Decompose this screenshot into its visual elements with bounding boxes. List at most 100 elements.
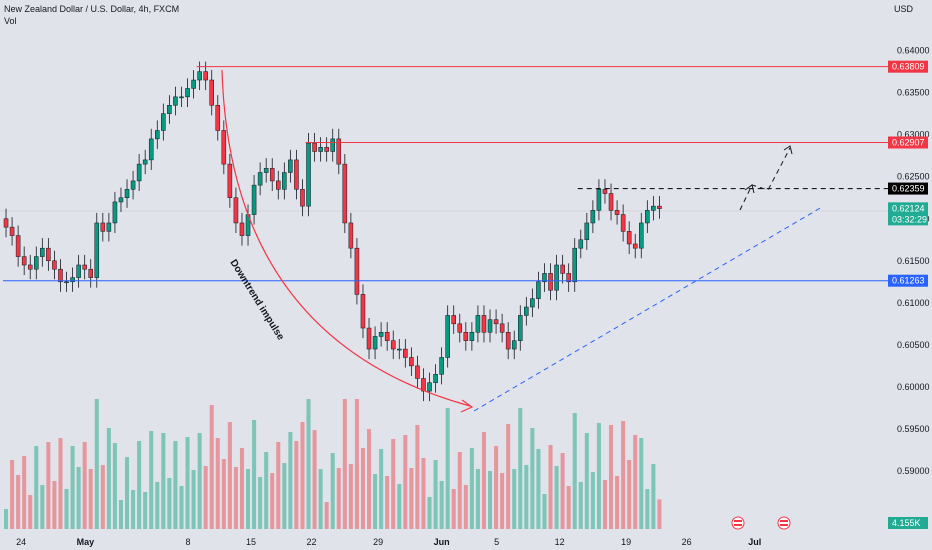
volume-bar — [481, 432, 486, 529]
candle-body — [390, 340, 396, 350]
volume-bar — [106, 428, 111, 529]
volume-bar — [22, 456, 27, 529]
volume-bar — [306, 399, 311, 529]
candle-body — [70, 277, 75, 283]
volume-bar — [651, 464, 656, 529]
volume-bar — [4, 509, 9, 529]
candle-body — [463, 331, 469, 341]
volume-bar — [233, 467, 238, 529]
volume-bar — [506, 424, 511, 529]
volume-bar — [149, 431, 154, 529]
candle-body — [596, 189, 602, 211]
price-axis[interactable]: 0.640000.635000.630000.625000.620000.615… — [888, 46, 930, 529]
volume-bar — [500, 473, 505, 529]
level-tag-target-dashed — [888, 182, 928, 195]
volume-bar — [28, 495, 33, 529]
candle-body — [360, 294, 366, 329]
candle-body — [179, 96, 184, 99]
volume-bar — [609, 425, 614, 529]
candle-body — [493, 319, 499, 325]
volume-bar — [530, 428, 535, 529]
price-tick-label: 0.60500 — [897, 340, 930, 350]
candle-body — [21, 256, 27, 266]
candle-body — [239, 222, 245, 236]
candle-body — [94, 222, 100, 278]
projection-arrow-1 — [744, 184, 755, 194]
candle-body — [136, 163, 142, 182]
candle-body — [384, 331, 390, 341]
candle-body — [257, 172, 263, 186]
volume-bar — [209, 405, 214, 529]
candle-body — [312, 142, 317, 152]
level-tag-label: 0.61263 — [892, 276, 925, 286]
volume-bar — [239, 448, 244, 529]
volume-bar — [621, 421, 626, 529]
volume-bar — [615, 476, 620, 529]
candle-body — [469, 331, 475, 341]
candles — [3, 61, 662, 402]
countdown-label: 03:32:29 — [892, 214, 927, 224]
candle-body — [40, 247, 45, 257]
volume-bar — [445, 408, 450, 529]
flag-stripe — [780, 520, 788, 522]
volume-bar — [542, 494, 547, 529]
candle-body — [421, 378, 426, 392]
candle-body — [263, 168, 269, 173]
candle-body — [161, 113, 166, 131]
volume-bar — [518, 408, 523, 529]
volume-bar — [379, 449, 384, 529]
level-tag-resistance-top — [888, 60, 928, 73]
volume-bar — [191, 470, 196, 529]
levels — [3, 66, 888, 282]
candle-body — [433, 374, 438, 383]
candle-body — [52, 260, 57, 270]
us-flag-icon — [731, 516, 745, 530]
time-tick-label: 12 — [555, 537, 565, 547]
candle-body — [294, 159, 299, 190]
volume-bar — [100, 465, 105, 529]
volume-bar — [161, 433, 166, 529]
candle-body — [215, 105, 221, 131]
candle-body — [639, 222, 644, 249]
volume-bar — [125, 457, 130, 529]
candle-body — [324, 147, 329, 152]
candle-body — [46, 247, 51, 262]
flag-stripe — [734, 524, 742, 526]
candle-body — [608, 193, 614, 211]
candle-body — [251, 184, 257, 215]
volume-bar — [276, 442, 281, 529]
candle-body — [282, 172, 287, 190]
candle-body — [15, 235, 21, 257]
candle-body — [288, 159, 293, 173]
volume-bar — [475, 469, 480, 529]
volume-bar — [457, 452, 462, 529]
candle-body — [560, 264, 565, 274]
time-axis[interactable]: 24 May 8 15 22 29 Jun 5 12 19 26 Jul — [16, 516, 791, 547]
price-tick-label: 0.63500 — [897, 88, 930, 98]
volume-bar — [203, 466, 208, 529]
candle-body — [427, 382, 432, 392]
price-tick-label: 0.59500 — [897, 424, 930, 434]
volume-bar — [10, 460, 15, 529]
volume-bar — [403, 435, 408, 529]
candle-body — [451, 315, 457, 325]
candle-body — [167, 105, 172, 114]
candle-body — [397, 348, 402, 351]
volume-bar — [367, 429, 372, 529]
price-tick-label: 0.63000 — [897, 130, 930, 140]
currency-label: USD — [894, 4, 914, 14]
volume-bar — [354, 399, 359, 529]
volume-bar — [566, 486, 571, 529]
candle-body — [518, 315, 523, 341]
time-tick-label: 22 — [307, 537, 317, 547]
time-tick-label: May — [77, 537, 95, 547]
time-tick-label: 29 — [373, 537, 383, 547]
volume-bar — [40, 485, 45, 529]
volume-bar — [596, 423, 601, 529]
candle-body — [409, 357, 414, 367]
volume-bar — [415, 425, 420, 529]
candle-body — [378, 331, 384, 337]
volume-bar — [318, 469, 323, 529]
